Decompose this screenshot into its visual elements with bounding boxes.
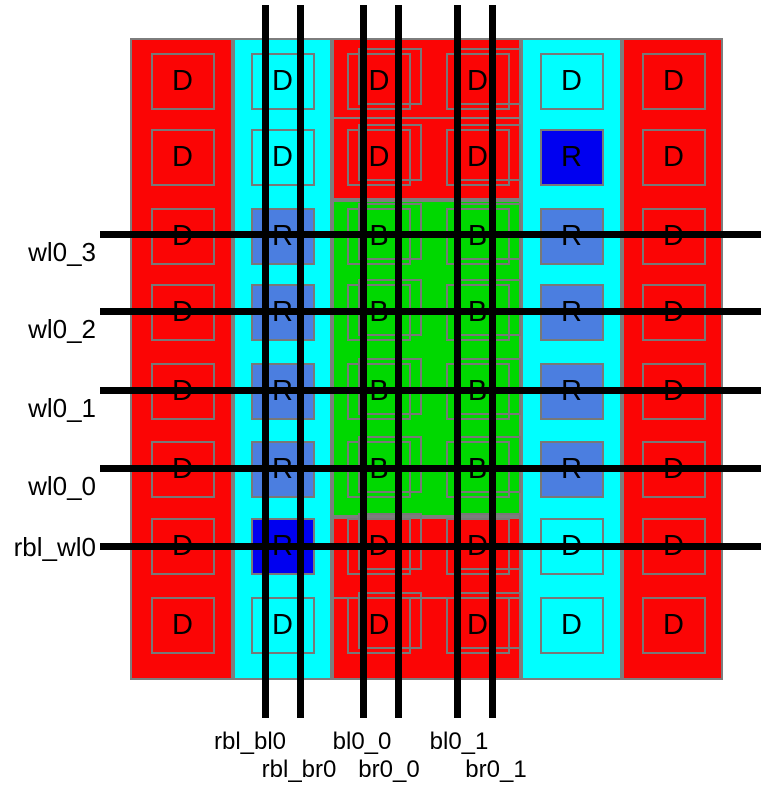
cell-letter: D bbox=[272, 608, 293, 641]
wordline-label-wl0_1: wl0_1 bbox=[28, 393, 96, 423]
cell-d-r0c2: D bbox=[347, 52, 411, 110]
cell-letter: D bbox=[172, 608, 193, 641]
cell-letter: D bbox=[561, 64, 582, 97]
bitline-br0_0 bbox=[394, 5, 402, 718]
cell-letter: D bbox=[663, 141, 684, 173]
cell-d-r0c4: D bbox=[539, 52, 604, 110]
cell-r-r1c4: R bbox=[539, 129, 604, 186]
cell-letter: D bbox=[561, 608, 582, 641]
cell-d-r0c5: D bbox=[641, 52, 706, 110]
cell-d-r0c3: D bbox=[445, 52, 510, 110]
bitline-label-br0_0: br0_0 bbox=[358, 756, 420, 783]
cell-letter: D bbox=[663, 64, 684, 97]
wordline-label-wl0_3: wl0_3 bbox=[28, 237, 96, 267]
bitline-rbl_br0 bbox=[296, 5, 304, 718]
cell-ghost-outline bbox=[358, 513, 422, 570]
bitline-label-bl0_1: bl0_1 bbox=[429, 728, 489, 755]
cell-ghost-outline bbox=[358, 357, 422, 415]
cell-d-r7c1: D bbox=[250, 596, 315, 654]
wordline-label-wl0_0: wl0_0 bbox=[28, 471, 96, 501]
cell-d-r7c2: D bbox=[347, 596, 411, 654]
cell-letter: R bbox=[561, 141, 582, 173]
bitline-bl0_0 bbox=[359, 5, 367, 718]
cell-d-r1c5: D bbox=[641, 129, 706, 186]
cell-d-r1c1: D bbox=[250, 129, 315, 186]
cell-d-r0c0: D bbox=[150, 52, 215, 110]
wordline-wl0_2 bbox=[100, 307, 761, 315]
cell-letter: D bbox=[467, 64, 488, 97]
bitline-rbl_bl0 bbox=[261, 5, 269, 718]
cell-letter: D bbox=[663, 608, 684, 641]
cell-letter: D bbox=[172, 141, 193, 173]
cell-letter: D bbox=[368, 64, 390, 97]
cell-d-r7c3: D bbox=[445, 596, 510, 654]
cell-letter: D bbox=[467, 141, 488, 173]
cell-ghost-outline bbox=[358, 435, 422, 493]
bitline-label-br0_1: br0_1 bbox=[465, 756, 527, 783]
cell-d-r0c1: D bbox=[250, 52, 315, 110]
cell-ghost-outline bbox=[358, 124, 422, 181]
cell-letter: D bbox=[172, 64, 193, 97]
bitline-label-rbl_bl0: rbl_bl0 bbox=[213, 728, 287, 755]
wordline-label-wl0_2: wl0_2 bbox=[28, 314, 96, 344]
cell-d-r7c5: D bbox=[641, 596, 706, 654]
cell-d-r7c4: D bbox=[539, 596, 604, 654]
wordline-label-rbl_wl0: rbl_wl0 bbox=[13, 532, 96, 562]
cell-d-r1c2: D bbox=[347, 129, 411, 186]
wordline-wl0_0 bbox=[100, 464, 761, 472]
region-divider-1 bbox=[332, 597, 521, 599]
cell-ghost-outline bbox=[358, 47, 422, 105]
bitline-bl0_1 bbox=[453, 5, 461, 718]
cell-letter: D bbox=[368, 608, 390, 641]
cell-letter: D bbox=[368, 141, 390, 173]
cell-letter: D bbox=[272, 141, 293, 173]
cell-d-r7c0: D bbox=[150, 596, 215, 654]
wordline-rbl_wl0 bbox=[100, 542, 761, 550]
region-divider-0 bbox=[332, 117, 521, 119]
wordline-wl0_3 bbox=[100, 230, 761, 238]
cell-letter: D bbox=[467, 608, 488, 641]
region-dummy-col-right bbox=[622, 38, 723, 680]
bitline-br0_1 bbox=[488, 5, 496, 718]
cell-ghost-outline bbox=[358, 591, 422, 649]
bitline-label-rbl_br0: rbl_br0 bbox=[261, 756, 337, 783]
cell-d-r1c3: D bbox=[445, 129, 510, 186]
cell-d-r1c0: D bbox=[150, 129, 215, 186]
wordline-wl0_1 bbox=[100, 386, 761, 394]
cell-letter: D bbox=[272, 64, 293, 97]
cell-ghost-outline bbox=[358, 278, 422, 336]
bitline-label-bl0_0: bl0_0 bbox=[332, 728, 392, 755]
